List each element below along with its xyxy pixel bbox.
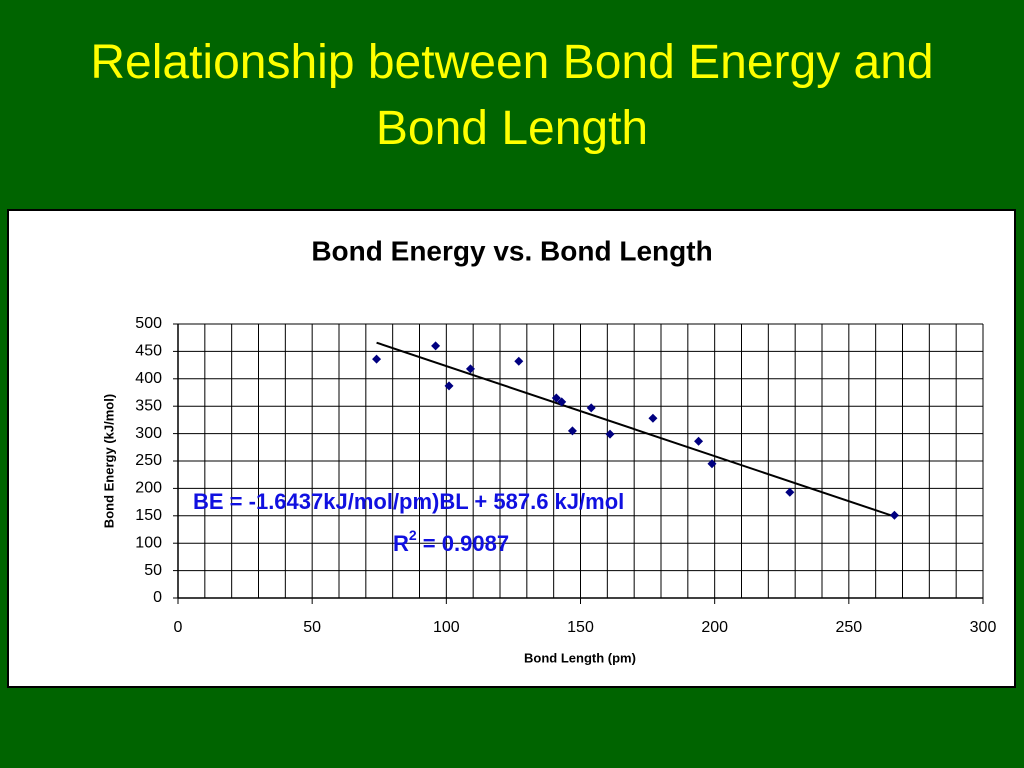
y-tick-label: 100 [135,534,162,551]
y-tick-label: 300 [135,425,162,442]
data-point [514,356,524,366]
x-tick-label: 300 [970,619,997,636]
data-point [889,510,899,520]
data-point [648,413,658,423]
x-tick-label: 50 [303,619,321,636]
data-point [465,364,475,374]
x-tick-label: 0 [174,619,183,636]
r-squared-rest: = 0.9087 [417,531,509,556]
y-tick-label: 500 [135,315,162,332]
x-tick-label: 100 [433,619,460,636]
data-point [557,397,567,407]
trendline [376,341,895,518]
data-point [567,426,577,436]
data-point [785,487,795,497]
chart-frame [7,209,1016,688]
y-axis-title: Bond Energy (kJ/mol) [101,394,116,528]
r-squared-label: R2 = 0.9087 [393,527,509,556]
data-point [707,459,717,469]
x-tick-label: 200 [701,619,728,636]
slide-title: Relationship between Bond Energy and Bon… [90,36,934,155]
data-point [431,341,441,351]
x-tick-label: 250 [835,619,862,636]
data-point [551,393,561,403]
data-point [586,403,596,413]
r-squared-superscript: 2 [409,527,417,543]
y-tick-label: 0 [153,589,162,606]
y-tick-label: 200 [135,480,162,497]
y-tick-label: 400 [135,370,162,387]
y-tick-label: 350 [135,397,162,414]
chart-title: Bond Energy vs. Bond Length [311,235,712,266]
x-axis-title: Bond Length (pm) [524,650,636,665]
equation-label: BE = -1.6437kJ/mol/pm)BL + 587.6 kJ/mol [193,489,624,514]
data-point [444,381,454,391]
y-tick-label: 150 [135,507,162,524]
data-point [694,436,704,446]
y-tick-label: 450 [135,343,162,360]
y-tick-label: 250 [135,452,162,469]
data-point [605,429,615,439]
r-squared-base: R [393,531,409,556]
x-tick-label: 150 [567,619,594,636]
data-point [372,354,382,364]
y-tick-label: 50 [144,562,162,579]
